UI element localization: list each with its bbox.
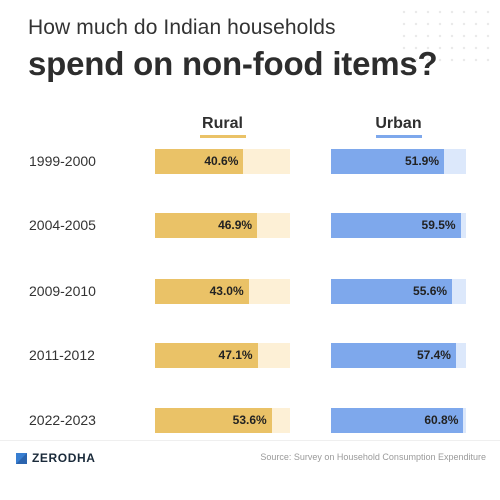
bar-urban bbox=[331, 149, 444, 174]
bar-urban bbox=[331, 408, 464, 433]
bar-track-urban: 55.6% bbox=[331, 279, 466, 304]
column-header-rural: Rural bbox=[155, 115, 290, 138]
chart-title-line1: How much do Indian households bbox=[28, 16, 336, 39]
source-note: Source: Survey on Household Consumption … bbox=[260, 452, 486, 462]
data-label-rural: 53.6% bbox=[232, 413, 267, 427]
bar-track-urban: 60.8% bbox=[331, 408, 466, 433]
category-label: 2011-2012 bbox=[29, 347, 95, 363]
data-label-rural: 40.6% bbox=[204, 154, 239, 168]
bar-rural bbox=[155, 149, 244, 174]
category-label: 2009-2010 bbox=[29, 283, 96, 299]
bar-track-urban: 51.9% bbox=[331, 149, 466, 174]
bar-rural bbox=[155, 408, 272, 433]
category-label: 2022-2023 bbox=[29, 412, 96, 428]
bar-rural bbox=[155, 279, 249, 304]
bar-track-rural: 43.0% bbox=[155, 279, 290, 304]
bar-track-rural: 40.6% bbox=[155, 149, 290, 174]
column-header-underline-urban bbox=[375, 135, 422, 138]
bar-track-rural: 53.6% bbox=[155, 408, 290, 433]
brand-logo: ZERODHA bbox=[16, 451, 96, 465]
zerodha-logo-icon bbox=[16, 452, 27, 464]
column-header-underline-rural bbox=[199, 135, 246, 138]
bar-urban bbox=[331, 343, 456, 368]
column-header-label-urban: Urban bbox=[375, 115, 422, 132]
bar-track-rural: 46.9% bbox=[155, 213, 290, 238]
data-label-urban: 55.6% bbox=[413, 284, 448, 298]
category-label: 1999-2000 bbox=[29, 153, 96, 169]
bar-rural bbox=[155, 343, 258, 368]
bar-urban bbox=[331, 279, 453, 304]
bar-track-rural: 47.1% bbox=[155, 343, 290, 368]
dot-grid-decoration bbox=[398, 6, 494, 66]
data-label-urban: 59.5% bbox=[421, 218, 456, 232]
column-header-label-rural: Rural bbox=[202, 115, 243, 132]
chart-title-line2: spend on non-food items? bbox=[28, 45, 438, 82]
data-label-urban: 51.9% bbox=[404, 154, 439, 168]
data-label-urban: 57.4% bbox=[416, 348, 451, 362]
bar-rural bbox=[155, 213, 258, 238]
bar-track-urban: 59.5% bbox=[331, 213, 466, 238]
column-header-urban: Urban bbox=[331, 115, 466, 138]
bar-urban bbox=[331, 213, 461, 238]
data-label-urban: 60.8% bbox=[424, 413, 459, 427]
footer-divider bbox=[0, 440, 500, 441]
data-label-rural: 43.0% bbox=[209, 284, 244, 298]
brand-name: ZERODHA bbox=[32, 451, 96, 465]
data-label-rural: 46.9% bbox=[218, 218, 253, 232]
data-label-rural: 47.1% bbox=[218, 348, 253, 362]
category-label: 2004-2005 bbox=[29, 217, 96, 233]
bar-track-urban: 57.4% bbox=[331, 343, 466, 368]
